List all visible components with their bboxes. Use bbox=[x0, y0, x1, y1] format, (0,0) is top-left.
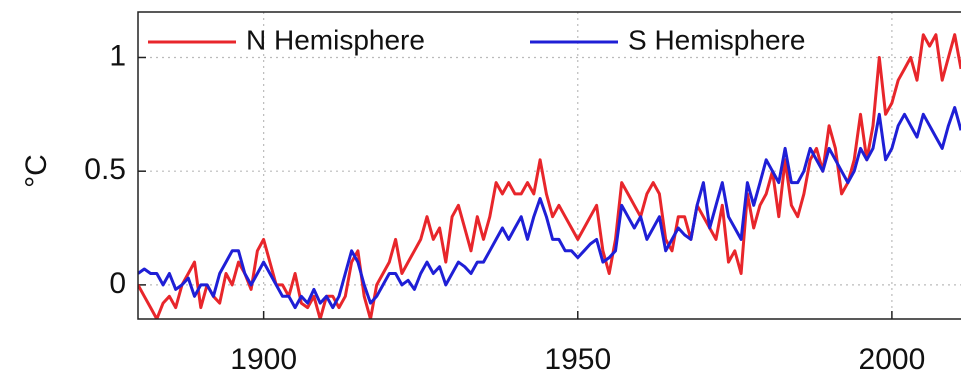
legend-label: N Hemisphere bbox=[246, 24, 425, 55]
y-tick-label: 1 bbox=[109, 39, 126, 72]
y-axis-label: °C bbox=[20, 154, 53, 188]
y-tick-label: 0.5 bbox=[84, 153, 126, 186]
x-tick-label: 1900 bbox=[230, 343, 297, 376]
y-tick-label: 0 bbox=[109, 267, 126, 300]
x-tick-label: 1950 bbox=[544, 343, 611, 376]
legend-label: S Hemisphere bbox=[628, 24, 805, 55]
plot-area bbox=[138, 33, 961, 319]
plot-frame bbox=[137, 11, 961, 320]
x-tick-label: 2000 bbox=[859, 343, 926, 376]
data-line bbox=[138, 106, 961, 310]
data-line bbox=[138, 33, 961, 319]
